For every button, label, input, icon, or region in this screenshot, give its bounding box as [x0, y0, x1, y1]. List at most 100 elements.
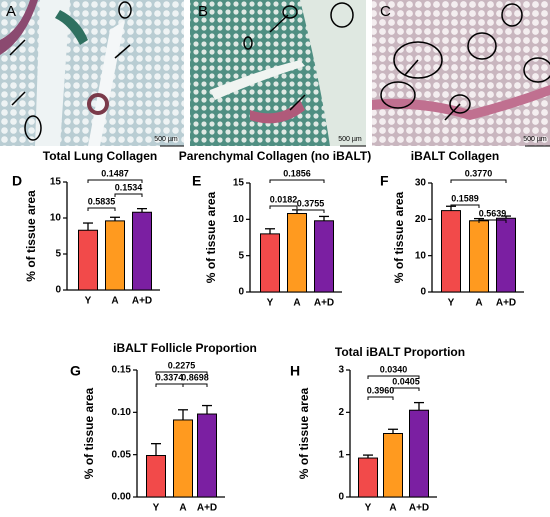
chart-title: iBALT Follicle Proportion	[113, 341, 257, 355]
y-tick-label: 5	[238, 250, 244, 261]
p-value-label: 0.0340	[380, 364, 408, 374]
bracket	[450, 179, 507, 183]
p-value-label: 0.0182	[270, 194, 298, 204]
p-value-label: 0.3755	[297, 198, 325, 208]
error-bar	[110, 216, 120, 221]
p-value-label: 0.5835	[88, 196, 116, 206]
bracket	[155, 383, 184, 387]
bracket	[367, 396, 394, 400]
p-value-label: 0.3770	[465, 168, 493, 178]
error-bar	[319, 215, 329, 221]
y-tick-label: 1	[338, 449, 344, 460]
error-bar	[265, 228, 275, 234]
bracket	[450, 204, 480, 208]
bar	[496, 217, 516, 293]
x-tick-label: A	[475, 298, 482, 309]
bar	[287, 213, 307, 293]
y-tick-label: 10	[50, 213, 62, 224]
panel-letter: F	[380, 173, 389, 189]
y-tick-label: 10	[233, 214, 245, 225]
y-tick-label: 10	[415, 250, 427, 261]
bar	[383, 433, 403, 498]
bar	[409, 409, 429, 498]
y-tick-label: 0.10	[112, 407, 132, 418]
x-tick-label: A	[293, 298, 300, 309]
bracket	[87, 207, 116, 211]
x-tick-label: A+D	[496, 298, 516, 309]
panel-letter: A	[6, 3, 16, 20]
y-axis-label: % of tissue area	[392, 191, 406, 283]
x-tick-label: A+D	[132, 296, 152, 307]
micrograph-a: A 500 µm	[0, 0, 184, 147]
chart-title: Parenchymal Collagen (no iBALT)	[179, 149, 371, 163]
error-bar	[83, 222, 93, 231]
x-tick-label: A	[389, 503, 396, 514]
chart-title: Total iBALT Proportion	[335, 345, 465, 359]
x-tick-label: A	[179, 503, 186, 514]
bracket	[269, 205, 298, 209]
panel-letter: B	[198, 3, 208, 20]
p-value-label: 0.1487	[101, 168, 129, 178]
bracket	[367, 375, 420, 379]
x-tick-label: A+D	[197, 503, 217, 514]
scale-bar-label: 500 µm	[523, 136, 547, 143]
error-bar	[137, 207, 147, 213]
p-value-label: 0.2275	[168, 360, 196, 370]
error-bar	[178, 409, 188, 420]
y-tick-label: 0	[338, 492, 344, 503]
p-value-label: 0.0405	[392, 376, 420, 386]
p-value-label: 0.8698	[181, 372, 209, 382]
y-tick-label: 5	[55, 249, 61, 260]
bracket	[478, 219, 507, 223]
y-tick-label: 3	[338, 365, 344, 376]
x-tick-label: Y	[153, 503, 160, 514]
panel-letter: C	[380, 3, 391, 20]
scale-bar-label: 500 µm	[154, 136, 178, 143]
y-tick-label: 0	[420, 287, 426, 298]
y-axis-label: % of tissue area	[82, 387, 96, 479]
micrograph-c: C 500 µm	[372, 0, 550, 147]
bar	[173, 419, 193, 498]
bar	[260, 233, 280, 293]
y-tick-label: 20	[415, 214, 427, 225]
bracket	[155, 371, 208, 375]
y-tick-label: 15	[233, 178, 245, 189]
y-tick-label: 15	[50, 177, 62, 188]
bar	[358, 457, 378, 498]
x-tick-label: A+D	[409, 503, 429, 514]
y-tick-label: 0.00	[112, 492, 132, 503]
chart-title: Total Lung Collagen	[43, 149, 157, 163]
error-bar	[388, 428, 398, 434]
x-tick-label: A+D	[314, 298, 334, 309]
bracket	[269, 179, 325, 183]
x-tick-label: Y	[267, 298, 274, 309]
y-axis-label: % of tissue area	[24, 190, 38, 282]
y-axis-label: % of tissue area	[204, 191, 218, 283]
panel-letter: H	[290, 363, 300, 379]
p-value-label: 0.5639	[479, 208, 507, 218]
panel-letter: E	[192, 173, 201, 189]
bar	[78, 229, 98, 291]
micrograph-b: B 500 µm	[190, 0, 366, 147]
error-bar	[501, 215, 511, 219]
y-tick-label: 2	[338, 407, 344, 418]
y-tick-label: 0.05	[112, 449, 132, 460]
bracket	[114, 193, 143, 197]
scale-bar-label: 500 µm	[338, 136, 362, 143]
p-value-label: 0.1534	[115, 182, 143, 192]
chart-title: iBALT Collagen	[411, 149, 499, 163]
x-tick-label: Y	[365, 503, 372, 514]
x-tick-label: A	[111, 296, 118, 307]
x-tick-label: Y	[448, 298, 455, 309]
bar	[146, 455, 166, 498]
panel-letter: D	[12, 173, 22, 189]
bracket	[392, 387, 420, 391]
p-value-label: 0.1589	[451, 193, 479, 203]
bar	[105, 220, 125, 291]
y-tick-label: 0.15	[112, 365, 132, 376]
bar	[197, 413, 217, 498]
error-bar	[202, 404, 212, 415]
p-value-label: 0.1856	[283, 168, 311, 178]
p-value-label: 0.3960	[367, 385, 395, 395]
